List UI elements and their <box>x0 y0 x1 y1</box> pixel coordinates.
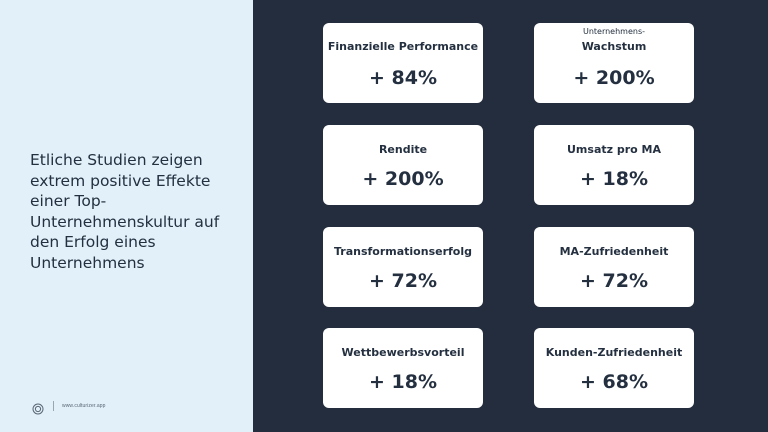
card-value: + 72% <box>579 270 648 292</box>
card-value: + 200% <box>362 168 444 190</box>
card-rendite: Rendite + 200% <box>323 125 483 205</box>
card-value: + 68% <box>579 371 648 393</box>
card-label: Umsatz pro MA <box>567 143 661 156</box>
footer-divider <box>53 401 54 411</box>
card-value: + 18% <box>579 168 648 190</box>
card-umsatz-pro-ma: Umsatz pro MA + 18% <box>534 125 694 205</box>
card-kunden-zufriedenheit: Kunden-Zufriedenheit + 68% <box>534 328 694 408</box>
left-panel: Etliche Studien zeigen extrem positive E… <box>0 0 253 432</box>
footer: www.culturizer.app <box>32 399 106 415</box>
card-transformationserfolg: Transformationserfolg + 72% <box>323 227 483 307</box>
card-ma-zufriedenheit: MA-Zufriedenheit + 72% <box>534 227 694 307</box>
footer-url: www.culturizer.app <box>62 403 106 409</box>
card-value: + 200% <box>573 67 655 89</box>
card-label: Finanzielle Performance <box>327 40 479 53</box>
card-label: Rendite <box>378 143 428 156</box>
card-label: Kunden-Zufriedenheit <box>545 346 683 359</box>
card-label: Wachstum <box>581 40 647 53</box>
card-label: MA-Zufriedenheit <box>559 245 669 258</box>
card-value: + 72% <box>368 270 437 292</box>
card-unternehmens-wachstum: Unternehmens- Wachstum + 200% <box>534 23 694 103</box>
card-wettbewerbsvorteil: Wettbewerbsvorteil + 18% <box>323 328 483 408</box>
card-label: Transformationserfolg <box>333 245 472 258</box>
card-value: + 84% <box>368 67 437 89</box>
card-finanzielle-performance: Finanzielle Performance + 84% <box>323 23 483 103</box>
card-label-prefix: Unternehmens- <box>582 27 646 36</box>
logo-icon <box>32 400 44 415</box>
card-value: + 18% <box>368 371 437 393</box>
card-label: Wettbewerbsvorteil <box>341 346 465 359</box>
headline: Etliche Studien zeigen extrem positive E… <box>30 151 220 272</box>
